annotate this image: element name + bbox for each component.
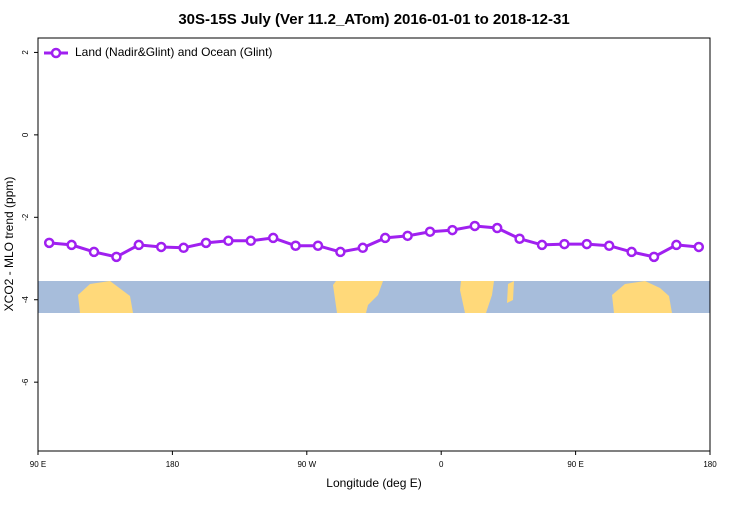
marker bbox=[581, 238, 593, 250]
x-tick-label: 180 bbox=[166, 460, 180, 469]
line bbox=[49, 224, 699, 259]
y-tick-label: -6 bbox=[21, 378, 30, 386]
marker bbox=[626, 246, 637, 258]
marker bbox=[43, 237, 55, 249]
map-background bbox=[38, 281, 710, 313]
y-tick-label: -2 bbox=[21, 213, 30, 221]
y-tick-label: 0 bbox=[21, 132, 30, 137]
legend-marker bbox=[50, 47, 62, 59]
x-tick-label: 180 bbox=[703, 460, 717, 469]
y-axis-label: XCO2 - MLO trend (ppm) bbox=[2, 177, 16, 312]
marker bbox=[648, 251, 660, 263]
marker bbox=[155, 241, 167, 253]
marker bbox=[514, 233, 525, 244]
marker bbox=[267, 232, 279, 244]
marker bbox=[88, 246, 100, 258]
plot-frame bbox=[37, 37, 711, 452]
marker bbox=[200, 237, 212, 249]
marker bbox=[671, 239, 682, 251]
marker bbox=[223, 235, 234, 247]
x-tick-label: 90 W bbox=[297, 460, 316, 469]
marker bbox=[178, 242, 189, 254]
x-tick-label: 90 E bbox=[30, 460, 46, 469]
marker bbox=[290, 240, 301, 251]
x-tick-label: 0 bbox=[439, 460, 444, 469]
marker bbox=[111, 251, 122, 263]
marker bbox=[469, 220, 481, 232]
marker bbox=[379, 232, 391, 244]
legend-label: Land (Nadir&Glint) and Ocean (Glint) bbox=[75, 45, 272, 59]
marker bbox=[559, 238, 570, 250]
marker bbox=[402, 230, 413, 242]
marker bbox=[536, 239, 548, 251]
marker bbox=[133, 239, 145, 251]
marker bbox=[335, 246, 346, 258]
marker bbox=[312, 240, 324, 251]
marker bbox=[424, 226, 436, 237]
marker bbox=[357, 242, 369, 254]
marker bbox=[693, 241, 705, 253]
y-tick-label: -4 bbox=[21, 296, 30, 304]
marker bbox=[447, 224, 458, 236]
chart-title: 30S-15S July (Ver 11.2_ATom) 2016-01-01 … bbox=[178, 11, 569, 28]
marker bbox=[491, 222, 503, 234]
x-axis-label: Longitude (deg E) bbox=[326, 476, 421, 490]
marker bbox=[245, 235, 257, 247]
y-tick-label: 2 bbox=[21, 50, 30, 55]
x-tick-label: 90 E bbox=[567, 460, 583, 469]
marker bbox=[66, 239, 77, 251]
marker bbox=[603, 240, 615, 251]
